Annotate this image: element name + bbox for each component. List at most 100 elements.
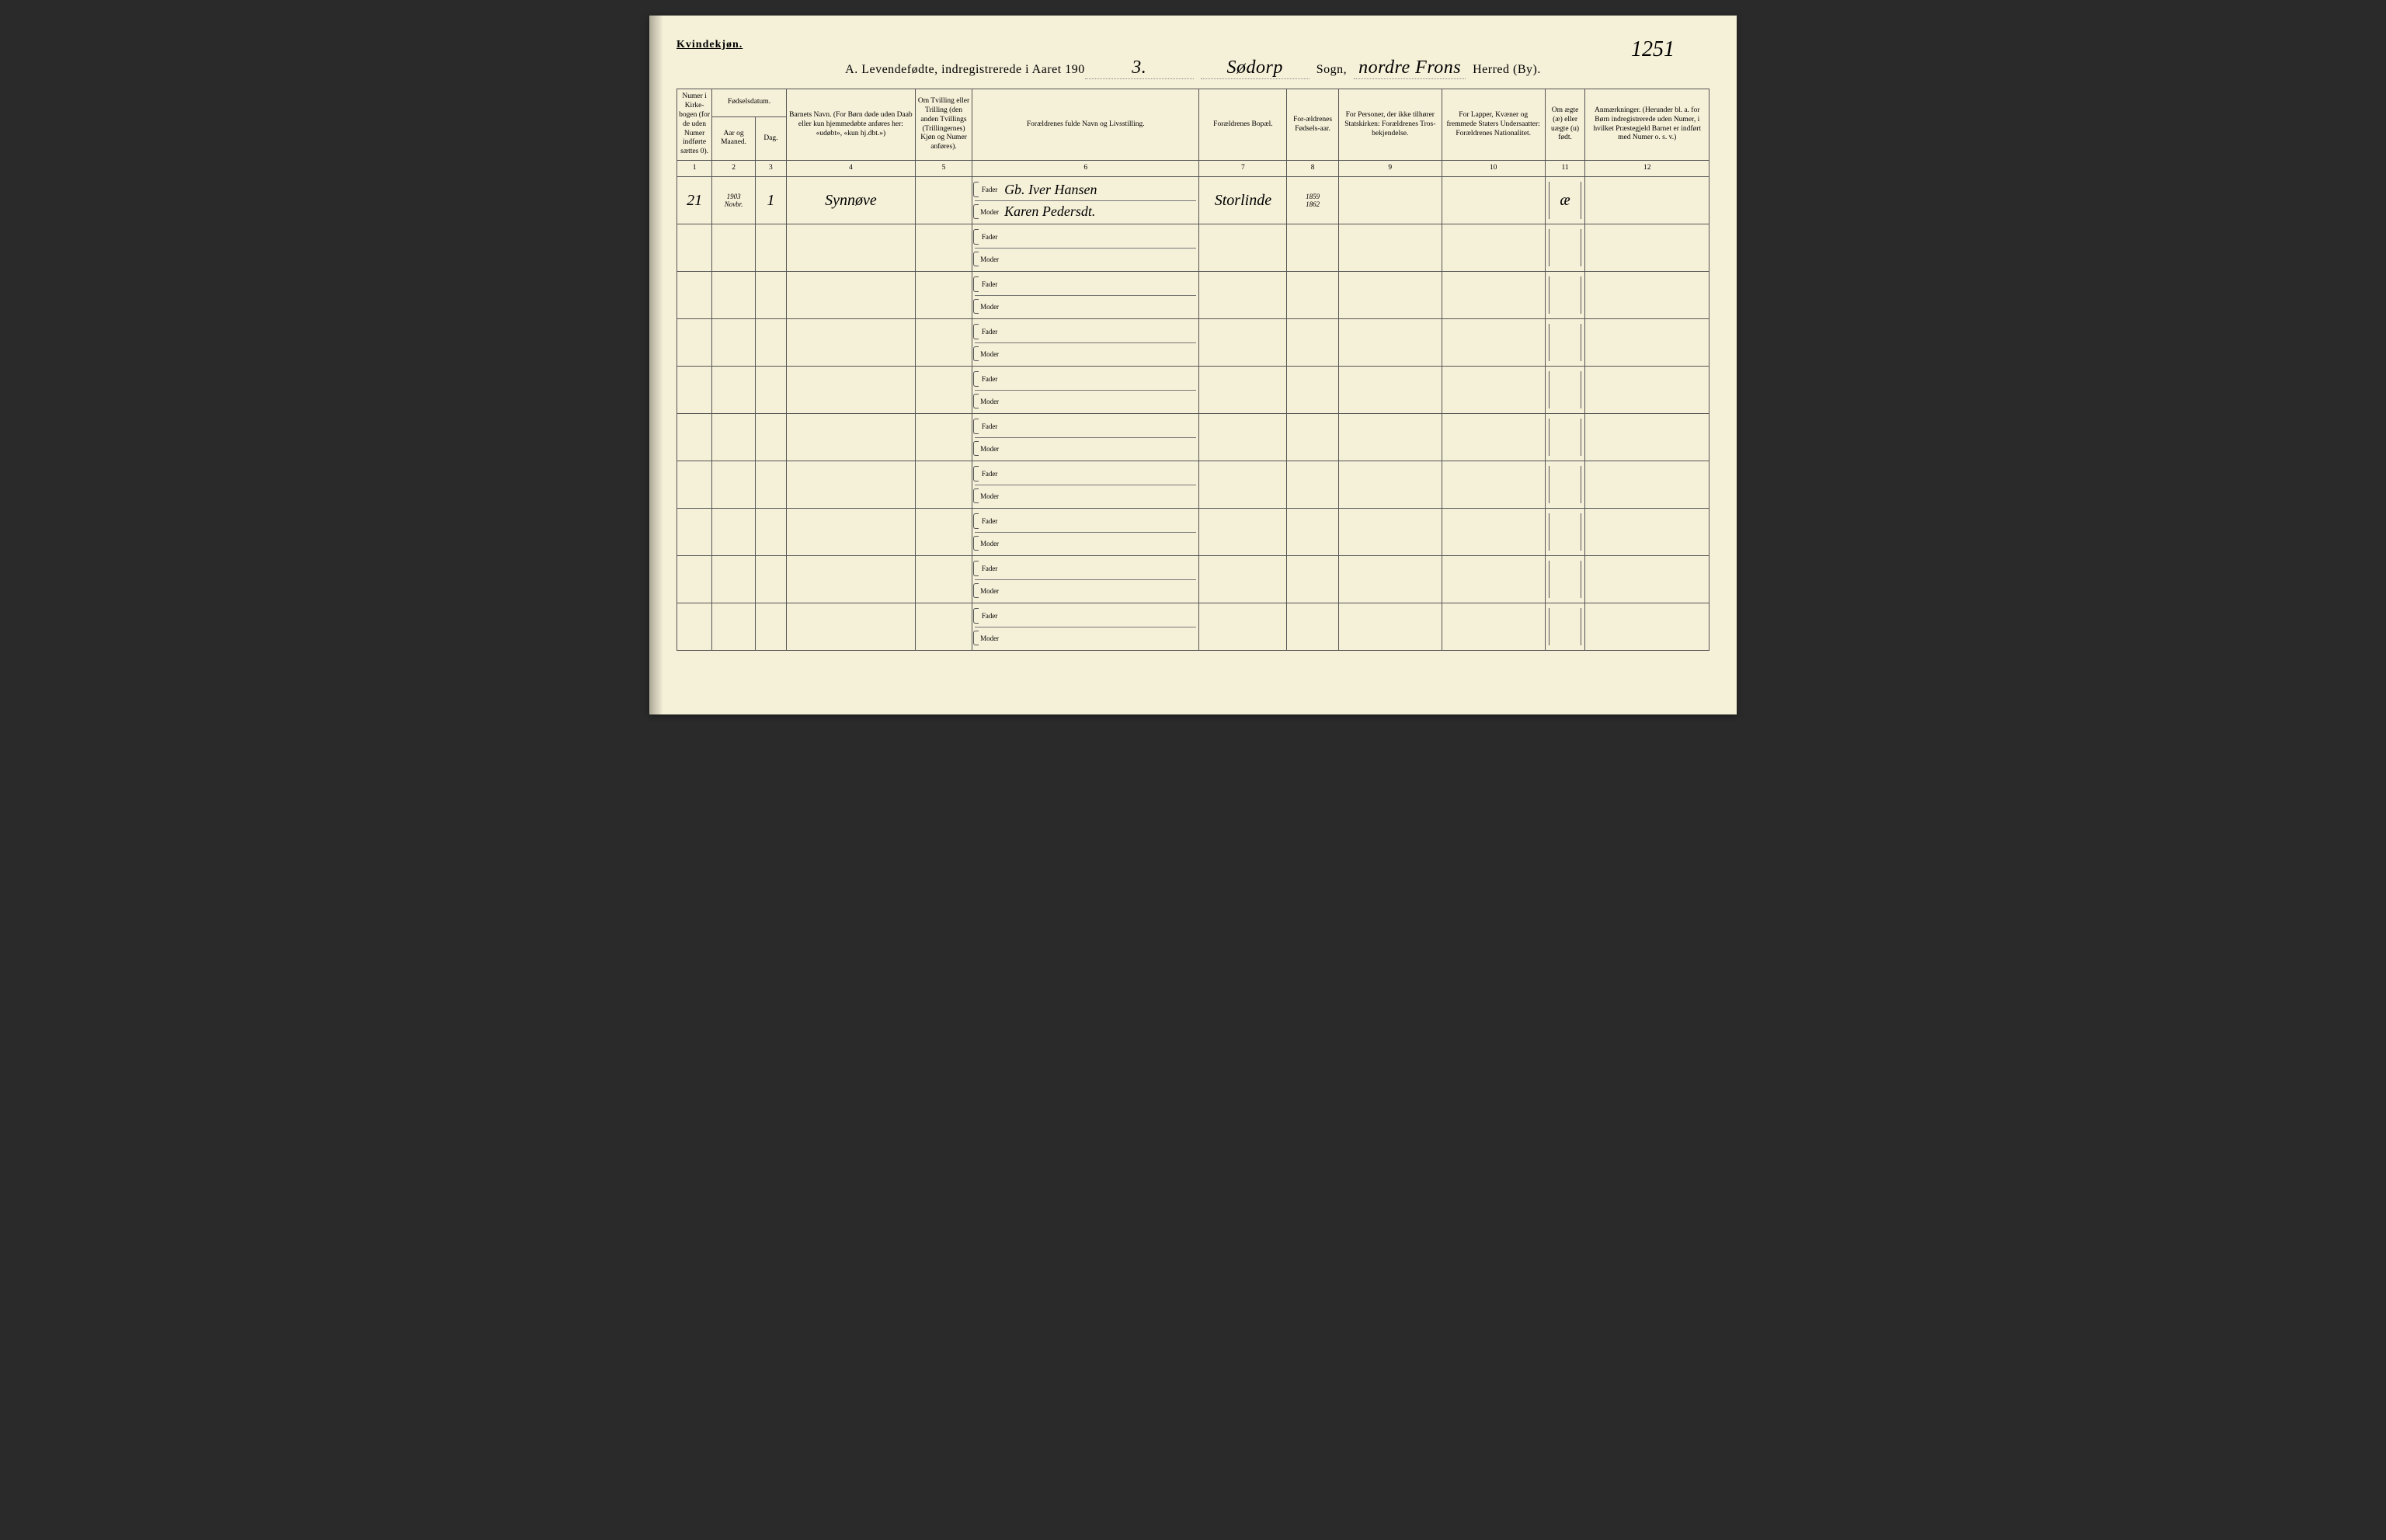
cell-fodselsaar	[1287, 414, 1338, 461]
colnum: 9	[1338, 161, 1442, 177]
cell-nationalitet	[1442, 461, 1545, 509]
table-header: Numer i Kirke-bogen (for de uden Numer i…	[677, 89, 1710, 177]
cell-foraeldre-navn: FaderGb. Iver HansenModerKaren Pedersdt.	[972, 177, 1199, 224]
cell-anmaerkninger	[1585, 556, 1710, 603]
colnum: 11	[1545, 161, 1585, 177]
cell-numer	[677, 556, 712, 603]
cell-aar-maaned	[712, 556, 756, 603]
hdr-c8: For-ældrenes Fødsels-aar.	[1287, 89, 1338, 161]
table-row: FaderModer	[677, 224, 1710, 272]
cell-dag	[755, 367, 786, 414]
hdr-c12: Anmærkninger. (Herunder bl. a. for Børn …	[1585, 89, 1710, 161]
table-body: 211903Novbr.1SynnøveFaderGb. Iver Hansen…	[677, 177, 1710, 651]
cell-numer	[677, 319, 712, 367]
table-row: FaderModer	[677, 367, 1710, 414]
cell-foraeldre-navn: FaderModer	[972, 367, 1199, 414]
cell-foraeldre-navn: FaderModer	[972, 603, 1199, 651]
hdr-c6: Forældrenes fulde Navn og Livsstilling.	[972, 89, 1199, 161]
cell-numer	[677, 509, 712, 556]
cell-barnets-navn	[786, 224, 915, 272]
cell-foraeldre-navn: FaderModer	[972, 414, 1199, 461]
table-row: FaderModer	[677, 603, 1710, 651]
cell-bopael	[1199, 461, 1287, 509]
cell-aar-maaned	[712, 603, 756, 651]
cell-anmaerkninger	[1585, 177, 1710, 224]
cell-trosbekjendelse	[1338, 461, 1442, 509]
cell-fodselsaar: 18591862	[1287, 177, 1338, 224]
cell-numer	[677, 224, 712, 272]
sogn-value: Sødorp	[1201, 57, 1310, 79]
cell-nationalitet	[1442, 319, 1545, 367]
cell-tvilling	[915, 461, 972, 509]
cell-nationalitet	[1442, 414, 1545, 461]
cell-aegte	[1545, 224, 1585, 272]
cell-foraeldre-navn: FaderModer	[972, 509, 1199, 556]
cell-trosbekjendelse	[1338, 177, 1442, 224]
hdr-c2: Aar og Maaned.	[712, 116, 756, 160]
cell-aar-maaned	[712, 319, 756, 367]
cell-dag	[755, 224, 786, 272]
cell-dag	[755, 272, 786, 319]
cell-nationalitet	[1442, 177, 1545, 224]
cell-bopael	[1199, 224, 1287, 272]
cell-barnets-navn	[786, 272, 915, 319]
cell-fodselsaar	[1287, 509, 1338, 556]
cell-aegte	[1545, 367, 1585, 414]
cell-anmaerkninger	[1585, 603, 1710, 651]
cell-tvilling	[915, 319, 972, 367]
colnum: 3	[755, 161, 786, 177]
cell-barnets-navn	[786, 603, 915, 651]
cell-foraeldre-navn: FaderModer	[972, 461, 1199, 509]
cell-bopael	[1199, 272, 1287, 319]
page-number: 1251	[1631, 37, 1675, 62]
cell-fodselsaar	[1287, 224, 1338, 272]
cell-aar-maaned	[712, 461, 756, 509]
cell-anmaerkninger	[1585, 461, 1710, 509]
cell-numer: 21	[677, 177, 712, 224]
cell-fodselsaar	[1287, 319, 1338, 367]
hdr-c4: Barnets Navn. (For Børn døde uden Daab e…	[786, 89, 915, 161]
cell-dag	[755, 603, 786, 651]
cell-dag	[755, 319, 786, 367]
cell-bopael	[1199, 556, 1287, 603]
cell-bopael	[1199, 414, 1287, 461]
colnum: 2	[712, 161, 756, 177]
cell-anmaerkninger	[1585, 224, 1710, 272]
cell-nationalitet	[1442, 224, 1545, 272]
ledger-page: Kvindekjøn. 1251 A. Levendefødte, indreg…	[649, 16, 1737, 714]
cell-nationalitet	[1442, 367, 1545, 414]
cell-dag	[755, 461, 786, 509]
table-row: FaderModer	[677, 319, 1710, 367]
hdr-c1: Numer i Kirke-bogen (for de uden Numer i…	[677, 89, 712, 161]
cell-nationalitet	[1442, 509, 1545, 556]
table-row: 211903Novbr.1SynnøveFaderGb. Iver Hansen…	[677, 177, 1710, 224]
cell-barnets-navn	[786, 509, 915, 556]
cell-numer	[677, 367, 712, 414]
cell-tvilling	[915, 603, 972, 651]
cell-aegte	[1545, 461, 1585, 509]
colnum: 5	[915, 161, 972, 177]
cell-tvilling	[915, 556, 972, 603]
cell-tvilling	[915, 177, 972, 224]
cell-bopael	[1199, 509, 1287, 556]
colnum: 8	[1287, 161, 1338, 177]
top-row: Kvindekjøn.	[676, 39, 1710, 51]
cell-aar-maaned	[712, 224, 756, 272]
cell-tvilling	[915, 414, 972, 461]
hdr-c3: Dag.	[755, 116, 786, 160]
gender-label: Kvindekjøn.	[676, 39, 743, 51]
cell-barnets-navn	[786, 556, 915, 603]
cell-nationalitet	[1442, 603, 1545, 651]
cell-aar-maaned	[712, 414, 756, 461]
cell-fodselsaar	[1287, 603, 1338, 651]
cell-barnets-navn	[786, 319, 915, 367]
cell-tvilling	[915, 509, 972, 556]
cell-trosbekjendelse	[1338, 272, 1442, 319]
colnum: 4	[786, 161, 915, 177]
cell-foraeldre-navn: FaderModer	[972, 224, 1199, 272]
colnum: 1	[677, 161, 712, 177]
colnum: 10	[1442, 161, 1545, 177]
title-prefix: A. Levendefødte, indregistrerede i Aaret…	[845, 63, 1085, 76]
cell-anmaerkninger	[1585, 319, 1710, 367]
cell-aegte	[1545, 509, 1585, 556]
